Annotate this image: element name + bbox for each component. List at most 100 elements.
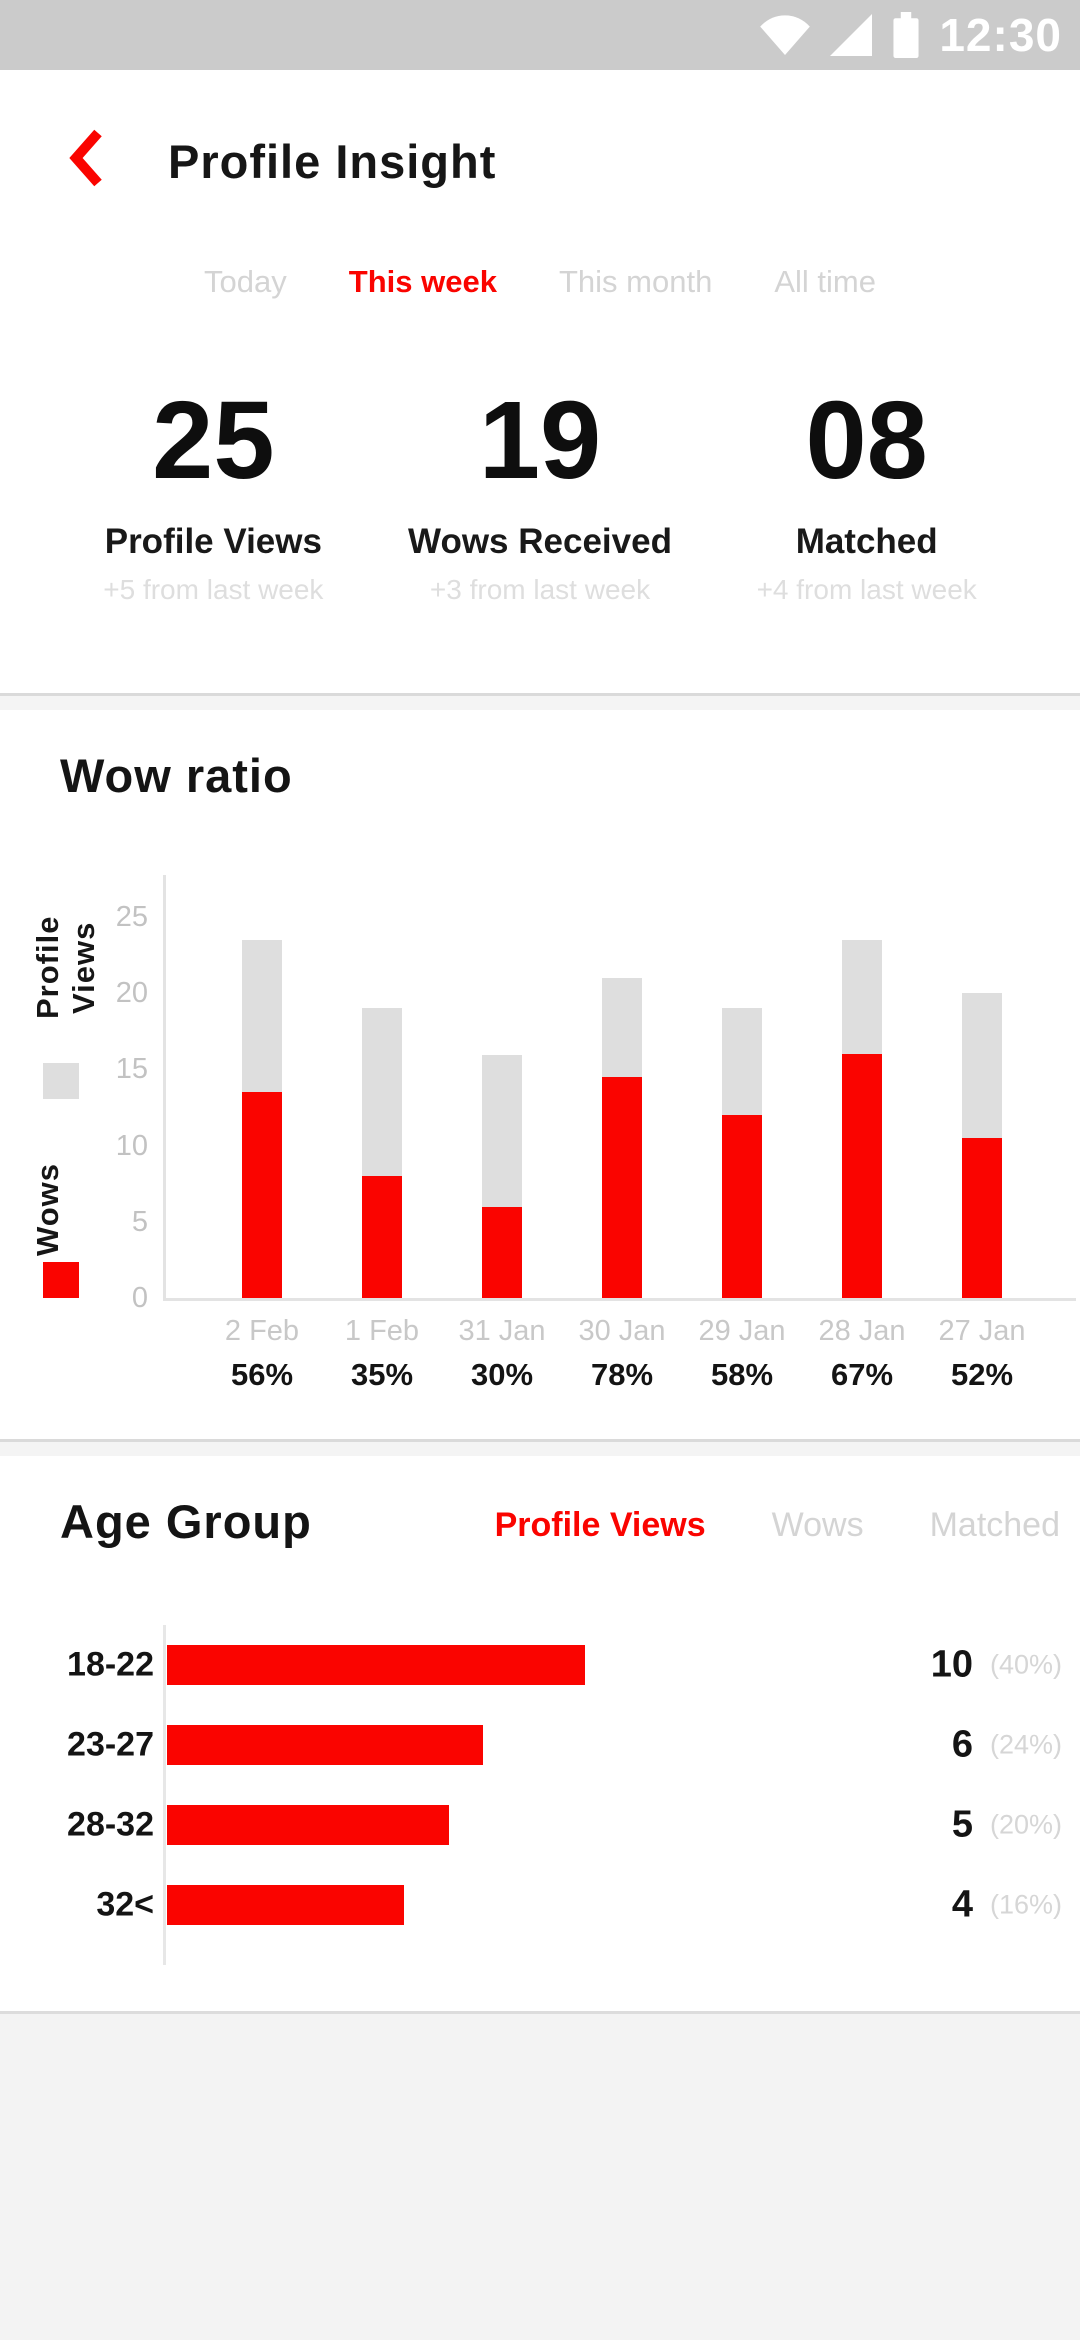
wow-bar-wows-segment [962,1138,1002,1298]
wow-bar-views-segment [962,993,1002,1138]
section-divider [0,1439,1080,1456]
wow-bar-views-segment [722,1008,762,1115]
age-tab-profile-views[interactable]: Profile Views [494,1506,706,1544]
age-group-label: 18-22 [67,1645,154,1684]
wow-bar-views-segment [242,940,282,1092]
wow-ratio-label: 78% [590,1357,654,1392]
stat-matched: 08 Matched +4 from last week [703,386,1030,606]
age-row-18-22: 18-22 10 (40%) [0,1625,1080,1705]
stat-label: Profile Views [104,522,322,561]
battery-icon [893,12,919,58]
stat-value: 08 [805,379,928,502]
stat-wows-received: 19 Wows Received +3 from last week [377,386,704,606]
stat-value: 25 [152,379,275,502]
age-percent: (20%) [990,1809,1063,1840]
age-value: 6 [951,1723,973,1766]
y-tick-label: 15 [115,1053,148,1085]
wow-bar-wows-segment [362,1176,402,1298]
wow-bar-30-jan [562,978,682,1298]
wow-date-label: 27 Jan [938,1315,1026,1347]
age-row-28-32: 28-32 5 (20%) [0,1785,1080,1865]
page-title: Profile Insight [168,135,497,188]
age-bar [167,1645,585,1685]
wow-date-label: 30 Jan [578,1315,666,1347]
stat-profile-views: 25 Profile Views +5 from last week [50,386,377,606]
wow-bar-views-segment [842,940,882,1054]
age-group-label: 32< [96,1885,154,1924]
age-group-tabs: Profile Views Wows Matched [400,1506,1080,1545]
y-tick-label: 0 [131,1282,148,1314]
bottom-panel [0,2011,1080,2340]
wow-bar-29-jan [682,1008,802,1298]
wow-date-label: 1 Feb [344,1315,420,1347]
wow-ratio-plot [163,875,1076,1301]
y-tick-label: 25 [115,901,148,933]
period-tab-all-time[interactable]: All time [774,264,876,299]
age-group-label: 28-32 [67,1805,154,1844]
wow-bar-wows-segment [242,1092,282,1298]
wow-ratio-chart: Profile Views Wows 0 5 10 15 20 25 2 Feb 1 Feb… [0,860,1080,1405]
period-tab-today[interactable]: Today [204,264,287,299]
status-time: 12:30 [939,9,1062,61]
wow-ratio-label: 56% [230,1357,294,1392]
age-percent: (40%) [990,1649,1063,1680]
status-bar: 12:30 [0,0,1080,70]
wow-bar-27-jan [922,993,1042,1298]
wow-date-label: 29 Jan [698,1315,786,1347]
wow-ratio-label: 58% [710,1357,774,1392]
wow-bar-31-jan [442,1055,562,1298]
age-row-32: 32< 4 (16%) [0,1865,1080,1945]
age-row-23-27: 23-27 6 (24%) [0,1705,1080,1785]
wifi-icon [760,15,811,55]
signal-icon [830,14,873,56]
period-tab-this-month[interactable]: This month [558,264,713,299]
wow-ratio-label: 35% [350,1357,414,1392]
age-value: 4 [951,1883,973,1926]
period-tab-this-week[interactable]: This week [348,264,497,299]
age-group-label: 23-27 [67,1725,154,1764]
wow-ratio-percent-labels: 56% 35% 30% 78% 58% 67% 52% [202,1357,1042,1393]
age-chart-axis-line [163,1625,166,1965]
stat-value: 19 [478,379,602,502]
wow-bar-wows-segment [842,1054,882,1298]
back-button[interactable] [58,122,114,194]
age-percent: (16%) [990,1889,1063,1920]
stat-label: Matched [795,522,938,561]
stat-delta: +5 from last week [103,574,324,605]
legend-wows-swatch [43,1262,79,1298]
wow-bar-wows-segment [722,1115,762,1298]
wow-ratio-label: 52% [950,1357,1014,1392]
age-value: 5 [951,1803,973,1846]
age-group-chart: 18-22 10 (40%) 23-27 6 (24%) 28-32 5 (20%) 32< 4 (1… [0,1625,1080,1945]
y-tick-label: 20 [115,977,148,1009]
wow-bar-wows-segment [602,1077,642,1298]
age-bar [167,1805,449,1845]
wow-bar-wows-segment [482,1207,522,1298]
age-tab-wows[interactable]: Wows [771,1506,864,1544]
wow-bar-views-segment [362,1008,402,1176]
wow-ratio-title: Wow ratio [60,749,293,802]
stat-delta: +4 from last week [756,574,977,605]
wow-date-label: 28 Jan [818,1315,906,1347]
legend-profile-views-swatch [43,1063,79,1099]
y-tick-label: 10 [115,1130,148,1162]
stats-row: 25 Profile Views +5 from last week 19 Wows R… [50,386,1030,606]
age-group-title: Age Group [60,1495,312,1548]
legend-profile-views-label: Profile Views [30,915,101,1020]
stat-label: Wows Received [408,522,672,561]
wow-ratio-label: 30% [470,1357,534,1392]
y-tick-label: 5 [131,1206,148,1238]
wow-bar-views-segment [602,978,642,1077]
period-tabs: Today This week This month All time [0,264,1080,300]
stat-delta: +3 from last week [429,574,651,605]
age-value: 10 [930,1643,973,1686]
wow-bar-1-feb [322,1008,442,1298]
wow-date-label: 31 Jan [458,1315,546,1347]
age-percent: (24%) [990,1729,1063,1760]
wow-bar-28-jan [802,940,922,1298]
wow-ratio-label: 67% [830,1357,894,1392]
wow-date-label: 2 Feb [224,1315,300,1347]
section-divider [0,693,1080,710]
age-tab-matched[interactable]: Matched [929,1506,1060,1544]
